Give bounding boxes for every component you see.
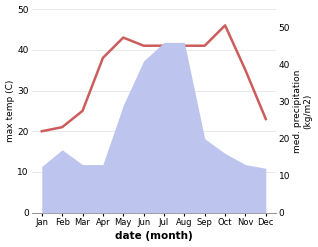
X-axis label: date (month): date (month) (115, 231, 193, 242)
Y-axis label: max temp (C): max temp (C) (5, 80, 15, 142)
Y-axis label: med. precipitation
(kg/m2): med. precipitation (kg/m2) (293, 69, 313, 153)
